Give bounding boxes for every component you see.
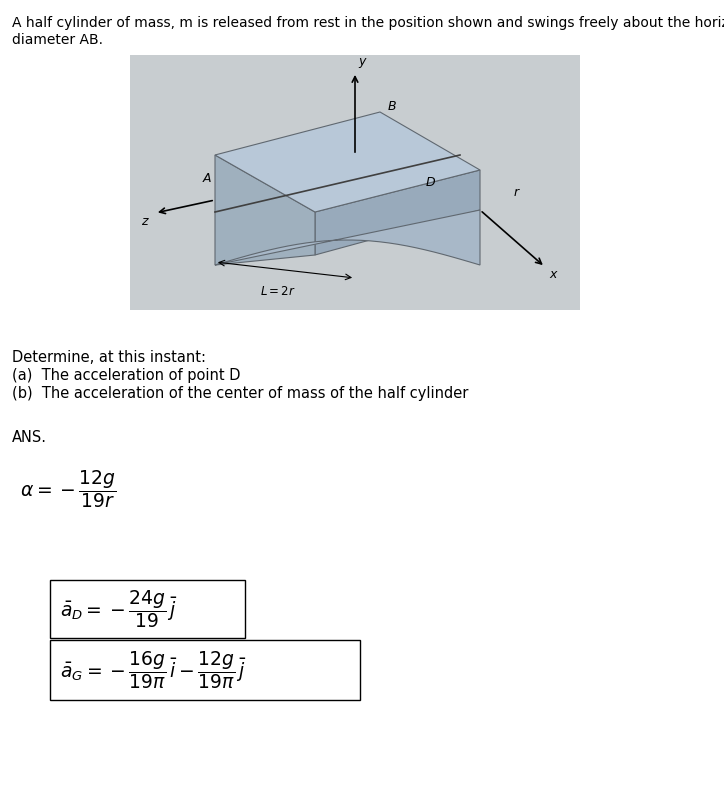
Text: (a)  The acceleration of point D: (a) The acceleration of point D <box>12 368 240 383</box>
Text: (b)  The acceleration of the center of mass of the half cylinder: (b) The acceleration of the center of ma… <box>12 386 468 401</box>
Text: y: y <box>358 55 366 68</box>
Text: $L = 2r$: $L = 2r$ <box>260 285 296 298</box>
Text: $\alpha = -\dfrac{12g}{19r}$: $\alpha = -\dfrac{12g}{19r}$ <box>20 468 116 510</box>
Text: z: z <box>141 215 148 228</box>
Bar <box>50 640 360 700</box>
Text: $\bar{a}_D = -\dfrac{24g}{19}\,\bar{j}$: $\bar{a}_D = -\dfrac{24g}{19}\,\bar{j}$ <box>60 588 177 630</box>
Text: A: A <box>203 172 211 184</box>
Text: Determine, at this instant:: Determine, at this instant: <box>12 350 206 365</box>
Text: $\bar{a}_G = -\dfrac{16g}{19\pi}\,\bar{i} - \dfrac{12g}{19\pi}\,\bar{j}$: $\bar{a}_G = -\dfrac{16g}{19\pi}\,\bar{i… <box>60 649 247 691</box>
Bar <box>130 55 580 310</box>
Text: A half cylinder of mass, m is released from rest in the position shown and swing: A half cylinder of mass, m is released f… <box>12 16 724 30</box>
Polygon shape <box>215 155 315 265</box>
Polygon shape <box>215 112 480 212</box>
Polygon shape <box>215 210 480 265</box>
Text: diameter AB.: diameter AB. <box>12 33 103 47</box>
Text: x: x <box>549 268 556 281</box>
Text: ANS.: ANS. <box>12 430 47 445</box>
Text: r: r <box>513 185 518 199</box>
Bar <box>50 580 245 638</box>
Text: B: B <box>387 101 396 113</box>
Text: D: D <box>425 176 435 188</box>
Polygon shape <box>315 170 480 255</box>
